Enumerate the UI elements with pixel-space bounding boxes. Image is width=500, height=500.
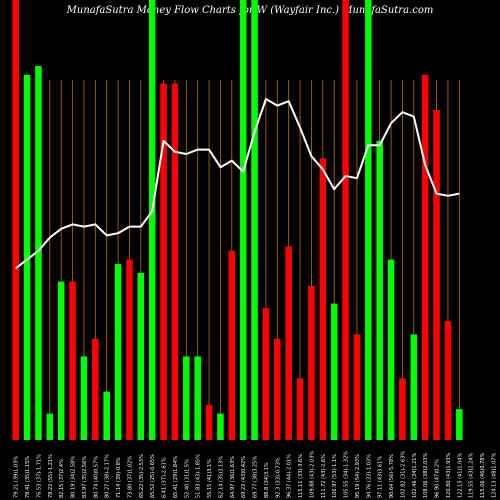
bar-red bbox=[69, 281, 76, 440]
bar-green bbox=[103, 391, 110, 440]
x-tick-label: 80.74 (40)0.57% bbox=[93, 456, 99, 498]
bar-red bbox=[262, 308, 270, 440]
bar-green bbox=[183, 356, 190, 440]
bar-green bbox=[80, 356, 88, 440]
bar-red bbox=[433, 110, 440, 440]
x-tick-label: 115.11 (33)-3.6% bbox=[298, 454, 304, 498]
bar-red bbox=[444, 321, 452, 440]
bar-red bbox=[160, 83, 167, 440]
bar-green bbox=[456, 409, 463, 440]
x-tick-label: 115.06 (46)0.78% bbox=[480, 453, 486, 498]
x-tick-label: 82.15 (37)2.4% bbox=[59, 459, 65, 498]
x-tick-label: 69.77 (38)3.25% bbox=[253, 456, 259, 498]
x-tick-label: 108.06 (38)2.03% bbox=[423, 453, 429, 498]
bar-green bbox=[217, 413, 224, 440]
bar-red bbox=[308, 286, 315, 440]
x-tick-label: 119.55 (43)2.24% bbox=[469, 453, 475, 498]
x-tick-label: 76.53 (37)-1.71% bbox=[36, 454, 42, 498]
x-tick-label: 102.46 (34)1.21% bbox=[412, 453, 418, 498]
bar-green bbox=[148, 0, 156, 440]
x-tick-label: 94.76 (33)-1.03% bbox=[366, 454, 372, 498]
bar-green bbox=[114, 264, 122, 440]
money-flow-line-path bbox=[15, 98, 460, 270]
x-tick-label: 102.82 (31)-2.63% bbox=[400, 451, 406, 498]
x-tick-label: 96.90 (47)0.2% bbox=[435, 459, 441, 498]
x-tick-label: 120.80 (43)1.93% bbox=[446, 453, 452, 498]
bar-green bbox=[57, 281, 65, 440]
bar-red bbox=[421, 74, 429, 441]
x-tick-label: 80.19 (34)2.58% bbox=[71, 456, 77, 498]
bar-red bbox=[319, 158, 327, 440]
bar-green bbox=[194, 356, 201, 440]
x-tick-label: 97.11 (43)3.61% bbox=[378, 456, 384, 498]
bar-red bbox=[126, 259, 133, 440]
x-tick-label: 83.97 (35)2.56% bbox=[82, 456, 88, 498]
bar-green bbox=[23, 74, 31, 441]
bar-green bbox=[365, 0, 372, 440]
x-tick-label: 78.41 (35)1.15% bbox=[25, 456, 31, 498]
bar-red bbox=[399, 378, 406, 440]
x-tick-label: 111.72 (43)-2.6% bbox=[321, 454, 327, 498]
bar-green bbox=[251, 0, 258, 440]
x-tick-label: 52.40 (31)1.5% bbox=[184, 459, 190, 498]
bar-red bbox=[274, 338, 281, 440]
x-tick-label: 55.15 (41)3.1% bbox=[207, 459, 213, 498]
bar-green bbox=[330, 303, 338, 440]
x-tick-label: 90.64 (56)-5.78% bbox=[389, 454, 395, 498]
x-tick-label: 122.15 (41)1.04% bbox=[457, 453, 463, 498]
bar-green bbox=[410, 334, 418, 440]
x-tick-label: 65.41 (29)1.84% bbox=[173, 456, 179, 498]
x-tick-labels: 79.21 (39)1.03% 78.41 (35)1.15% 76.53 (37)… bbox=[14, 451, 498, 498]
bar-green bbox=[46, 413, 54, 440]
bar-red bbox=[353, 334, 361, 440]
x-tick-label: 69.22 (43)0.42% bbox=[241, 456, 247, 498]
x-tick-label: 65.22 (35)-2.53% bbox=[139, 454, 145, 498]
x-tick-label: 80.27 (38)-2.17% bbox=[105, 454, 111, 498]
bar-green bbox=[376, 140, 383, 441]
bar-green bbox=[137, 272, 145, 440]
chart-title: MunafaSutra Money Flow Charts for W (Way… bbox=[66, 5, 434, 16]
bar-red bbox=[12, 0, 19, 440]
x-tick-label: 92.3 (33)-0.73% bbox=[275, 457, 281, 498]
x-tick-label: 62.14 (35)3.13% bbox=[218, 456, 224, 498]
x-tick-label: 95.19 (54)-2.93% bbox=[355, 454, 361, 498]
bar-red bbox=[285, 246, 292, 440]
x-tick-label: 65.52 (25)-0.65% bbox=[150, 454, 156, 498]
x-tick-label: 109.88 (43)-2.03% bbox=[309, 451, 315, 498]
x-tick-label: 64.97 (36)1.63% bbox=[230, 456, 236, 498]
bar-red bbox=[228, 250, 236, 440]
bar-green bbox=[239, 0, 247, 440]
bar-green bbox=[35, 66, 42, 440]
bar-red bbox=[296, 378, 304, 440]
bar-red bbox=[205, 404, 213, 440]
x-tick-label: 51.83 (43)-1.85% bbox=[196, 454, 202, 498]
x-tick-label: 106.97 (53)-1.1% bbox=[332, 454, 338, 498]
x-tick-label: 105.55 (34)-1.32% bbox=[344, 451, 350, 498]
bar-green bbox=[387, 259, 395, 440]
bar-series bbox=[12, 0, 463, 441]
bar-red bbox=[342, 0, 349, 440]
x-tick-label: 73.80 (37)1.02% bbox=[127, 456, 133, 498]
x-tick-label: 78.22 (55)-1.21% bbox=[48, 454, 54, 498]
x-tick-label: 79.21 (39)1.03% bbox=[14, 456, 20, 498]
bar-red bbox=[92, 338, 99, 440]
x-tick-label: 88.8 (34)3.1% bbox=[264, 462, 270, 498]
x-tick-label: 124.13 (48)1.07% bbox=[491, 453, 497, 498]
x-tick-label: 71.14 (39)-0.8% bbox=[116, 457, 122, 498]
x-tick-label: 96.37 (44)-2.01% bbox=[287, 454, 293, 498]
money-flow-line bbox=[15, 98, 460, 270]
x-tick-label: 6.41 (37)-2.61% bbox=[162, 457, 168, 498]
bar-red bbox=[171, 83, 179, 440]
